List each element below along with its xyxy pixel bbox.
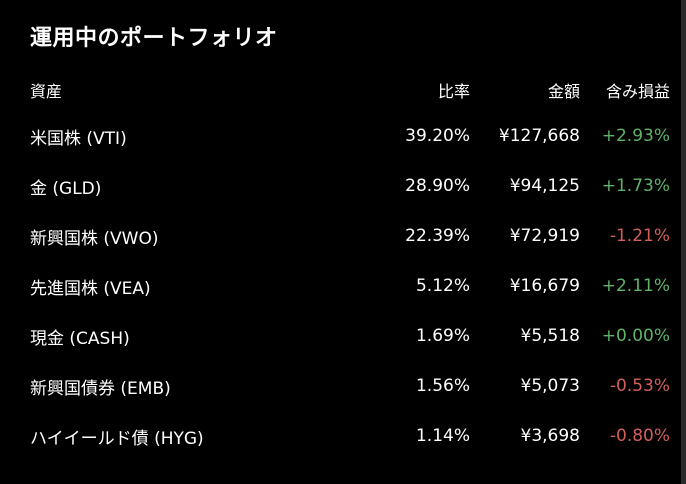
table-body: 米国株 (VTI) 39.20% ¥127,668 +2.93% 金 (GLD)… bbox=[30, 111, 670, 461]
column-header-ratio: 比率 bbox=[437, 82, 470, 101]
asset-unrealized-pl: -0.80% bbox=[609, 426, 670, 446]
asset-ratio: 5.12% bbox=[415, 276, 470, 296]
table-row[interactable]: 金 (GLD) 28.90% ¥94,125 +1.73% bbox=[30, 161, 670, 211]
table-row[interactable]: 先進国株 (VEA) 5.12% ¥16,679 +2.11% bbox=[30, 261, 670, 311]
table-row[interactable]: 現金 (CASH) 1.69% ¥5,518 +0.00% bbox=[30, 311, 670, 361]
asset-ratio: 39.20% bbox=[405, 126, 470, 146]
asset-unrealized-pl: -1.21% bbox=[609, 226, 670, 246]
asset-unrealized-pl: +2.11% bbox=[601, 276, 670, 296]
asset-amount: ¥5,073 bbox=[520, 376, 580, 396]
asset-ratio: 1.69% bbox=[415, 326, 470, 346]
column-header-amount: 金額 bbox=[547, 82, 580, 101]
asset-name: 現金 (CASH) bbox=[30, 328, 130, 349]
asset-name: ハイイールド債 (HYG) bbox=[30, 428, 204, 449]
asset-unrealized-pl: +2.93% bbox=[601, 126, 670, 146]
holdings-table: 資産 比率 金額 含み損益 米国株 (VTI) 39.20% ¥127,668 … bbox=[30, 69, 670, 461]
column-header-unrealized-pl: 含み損益 bbox=[605, 82, 670, 101]
asset-unrealized-pl: +1.73% bbox=[601, 176, 670, 196]
asset-ratio: 1.14% bbox=[415, 426, 470, 446]
asset-name: 金 (GLD) bbox=[30, 178, 102, 199]
asset-name: 米国株 (VTI) bbox=[30, 128, 127, 149]
asset-ratio: 1.56% bbox=[415, 376, 470, 396]
asset-amount: ¥94,125 bbox=[509, 176, 580, 196]
table-header: 資産 比率 金額 含み損益 bbox=[30, 69, 670, 111]
table-row[interactable]: 新興国債券 (EMB) 1.56% ¥5,073 -0.53% bbox=[30, 361, 670, 411]
asset-amount: ¥72,919 bbox=[509, 226, 580, 246]
asset-name: 新興国債券 (EMB) bbox=[30, 378, 171, 399]
asset-amount: ¥127,668 bbox=[498, 126, 580, 146]
asset-unrealized-pl: +0.00% bbox=[601, 326, 670, 346]
table-row[interactable]: 米国株 (VTI) 39.20% ¥127,668 +2.93% bbox=[30, 111, 670, 161]
table-row[interactable]: ハイイールド債 (HYG) 1.14% ¥3,698 -0.80% bbox=[30, 411, 670, 461]
header-row: 資産 比率 金額 含み損益 bbox=[30, 69, 670, 111]
asset-ratio: 28.90% bbox=[405, 176, 470, 196]
asset-name: 新興国株 (VWO) bbox=[30, 228, 159, 249]
asset-amount: ¥16,679 bbox=[509, 276, 580, 296]
table-row[interactable]: 新興国株 (VWO) 22.39% ¥72,919 -1.21% bbox=[30, 211, 670, 261]
asset-ratio: 22.39% bbox=[405, 226, 470, 246]
page-title: 運用中のポートフォリオ bbox=[30, 26, 278, 51]
asset-amount: ¥3,698 bbox=[520, 426, 580, 446]
asset-unrealized-pl: -0.53% bbox=[609, 376, 670, 396]
column-header-asset: 資産 bbox=[30, 82, 63, 101]
asset-amount: ¥5,518 bbox=[520, 326, 580, 346]
asset-name: 先進国株 (VEA) bbox=[30, 278, 151, 299]
